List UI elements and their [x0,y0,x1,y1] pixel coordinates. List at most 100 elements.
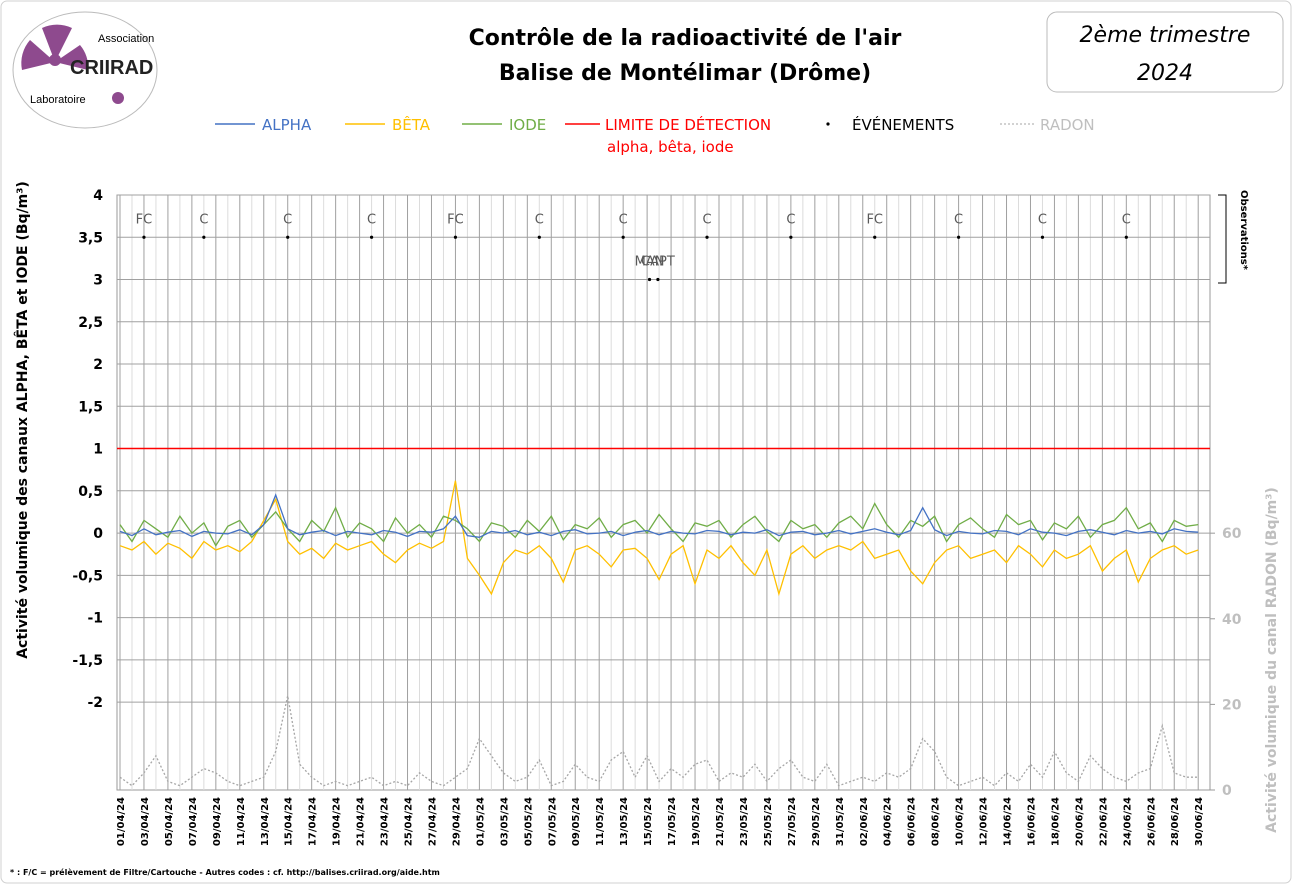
event-dot [873,235,877,239]
x-tick-label: 19/04/24 [332,797,343,846]
event-label: C [367,212,376,227]
x-tick-label: 18/06/24 [1050,797,1061,846]
logo-dot [112,92,124,104]
event-label: C [199,212,208,227]
period-line: 2ème trimestre [1080,23,1251,48]
x-tick-label: 09/04/24 [212,797,223,846]
event-dot [453,235,458,239]
series-line [119,695,1199,787]
x-tick-label: 16/06/24 [1026,797,1037,846]
x-tick-label: 11/04/24 [236,797,247,846]
event-dot [647,277,652,282]
x-tick-label: 15/05/24 [643,797,654,846]
x-tick-label: 27/05/24 [787,797,798,846]
legend-note: alpha, bêta, iode [607,138,734,156]
event-dot [705,235,709,239]
y-tick-label: 2 [93,357,103,373]
y-tick-label: 4 [93,188,103,204]
series-line [119,480,1199,597]
logo-ring [12,11,158,129]
event-label: C [1038,212,1047,227]
event-dot [142,235,146,239]
x-tick-label: 15/04/24 [284,797,295,846]
series-line [119,502,1199,548]
x-tick-label: 13/04/24 [260,797,271,846]
x-tick-label: 29/05/24 [811,797,822,846]
x-tick-label: 09/05/24 [571,797,582,846]
event-dot [656,277,660,282]
event-dot [1040,235,1045,239]
logo-center [49,54,61,66]
y2-axis-title: Activité volumique du canal RADON (Bq/m³… [1264,487,1280,833]
y2-tick-label: 20 [1222,697,1242,713]
event-label: C [619,212,628,227]
y-axis-title: Activité volumique des canaux ALPHA, BÊT… [14,181,31,659]
x-tick-label: 21/04/24 [356,797,367,846]
x-tick-label: 03/05/24 [499,797,510,846]
x-tick-label: 06/06/24 [907,797,918,846]
event-label: C [535,212,544,227]
legend-label: LIMITE DE DÉTECTION [605,115,771,134]
legend-label: RADON [1040,116,1095,134]
period-box [1046,11,1284,93]
event-dot [1124,235,1128,239]
x-tick-label: 08/06/24 [931,797,942,846]
y2-tick-label: 60 [1222,526,1242,542]
x-tick-label: 12/06/24 [979,797,990,846]
x-tick-label: 30/06/24 [1194,797,1205,846]
x-tick-label: 05/04/24 [164,797,175,846]
x-tick-label: 22/06/24 [1098,797,1109,846]
period-line: 2024 [1137,61,1193,86]
legend-swatch [826,122,830,126]
x-tick-label: 26/06/24 [1146,797,1157,846]
x-tick-label: 25/04/24 [404,797,415,846]
logo-blade [21,40,55,70]
event-dot [286,235,290,239]
observations-label: Observations* [1238,190,1249,271]
x-tick-label: 03/04/24 [140,797,151,846]
x-tick-label: 21/05/24 [715,797,726,846]
footnote: * : F/C = prélèvement de Filtre/Cartouch… [10,867,440,877]
event-label: C [283,212,292,227]
event-label: FC [866,212,883,227]
x-tick-label: 07/05/24 [547,797,558,846]
logo-blade [55,45,89,70]
x-tick-label: 28/06/24 [1170,797,1181,846]
y-tick-label: 3 [93,273,103,289]
legend-label: BÊTA [392,115,431,134]
y-tick-label: -1,5 [72,653,103,669]
x-tick-label: 25/05/24 [763,797,774,846]
event-label: C [786,212,795,227]
x-tick-label: 02/06/24 [859,797,870,846]
event-dot [957,235,961,239]
x-tick-label: 10/06/24 [955,797,966,846]
y-tick-label: -2 [87,695,103,711]
y-tick-label: 0 [93,526,103,542]
event-dot [369,235,374,239]
event-label: CAPT [641,255,675,270]
chart-subtitle: Balise de Montélimar (Drôme) [499,61,871,86]
logo-blade [42,24,72,63]
x-tick-label: 11/05/24 [595,797,606,846]
y2-tick-label: 40 [1222,612,1242,628]
x-tick-label: 14/06/24 [1003,797,1014,846]
event-dot [621,235,625,239]
y-tick-label: 2,5 [78,315,103,331]
y2-tick-label: 0 [1222,783,1232,799]
x-tick-label: 20/06/24 [1074,797,1085,846]
event-label: C [702,212,711,227]
legend-label: ÉVÉNEMENTS [852,115,954,134]
x-tick-label: 01/04/24 [116,797,127,846]
logo: Association CRIIRAD Laboratoire [12,11,158,129]
x-tick-label: 29/04/24 [451,797,462,846]
y-tick-label: 1,5 [78,399,103,415]
event-label: MAN [635,255,665,270]
y-tick-label: 1 [93,442,103,458]
event-dot [202,235,206,239]
event-dot [537,235,541,239]
x-tick-label: 23/05/24 [739,797,750,846]
chart-title: Contrôle de la radioactivité de l'air [469,26,902,51]
y-tick-label: -1 [87,611,103,627]
series-line [119,493,1199,538]
